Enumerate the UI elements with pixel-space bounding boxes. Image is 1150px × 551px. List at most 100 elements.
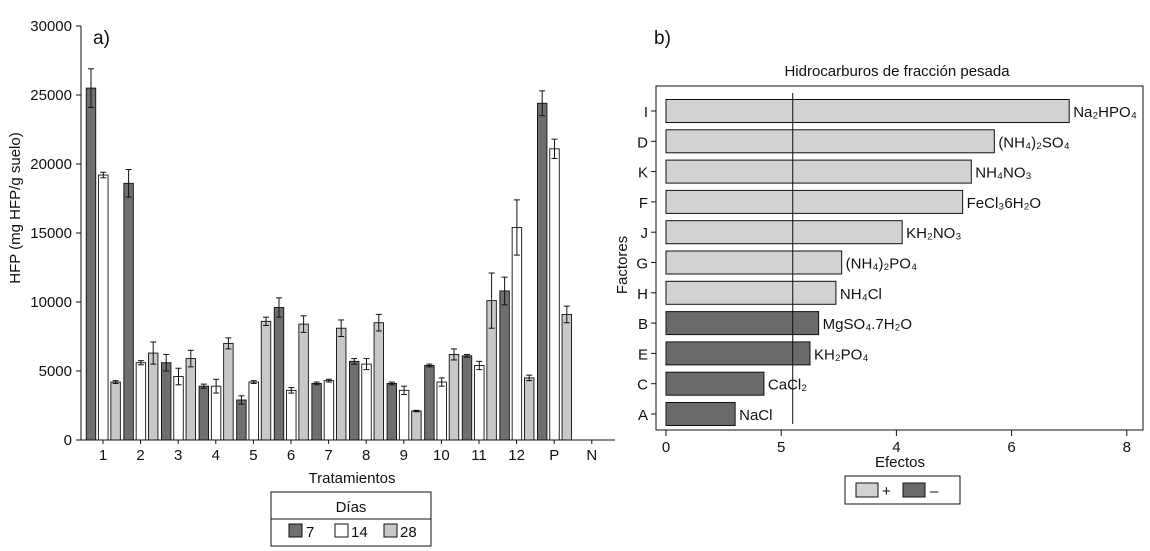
panel-a-x-tick-label: 8 xyxy=(362,447,370,464)
error-bar-treatment-1-day-14 xyxy=(100,171,107,179)
error-bar-treatment-1-day-28 xyxy=(112,380,119,384)
bar-treatment-4-day-7 xyxy=(198,385,210,441)
panel-b-x-tick-label: 8 xyxy=(1123,439,1131,456)
panel-a-y-tick-label: 5000 xyxy=(39,363,72,380)
effect-bar-B xyxy=(665,311,820,336)
legend-label-minus: – xyxy=(930,483,939,500)
bar-treatment-5-day-14 xyxy=(248,381,259,441)
bar-treatment-5-day-28 xyxy=(260,320,272,441)
panel-a-legend: Días 7 14 28 xyxy=(270,491,432,547)
bar-treatment-4-day-14 xyxy=(210,385,222,441)
error-bar-treatment-12-day-14 xyxy=(513,199,520,256)
effect-bar-J xyxy=(665,220,903,245)
panel-a-x-tick-label: 10 xyxy=(433,447,450,464)
error-bar-treatment-10-day-7 xyxy=(426,363,433,368)
error-bar-treatment-5-day-7 xyxy=(238,395,245,405)
bar-treatment-10-day-7 xyxy=(424,365,435,441)
panel-a: a) HFP (mg HFP/g suelo) Tratamientos 0 50… xyxy=(7,18,615,547)
error-bar-treatment-6-day-7 xyxy=(276,297,282,318)
panel-b-x-tick-label: 4 xyxy=(892,439,900,456)
bar-treatment-2-day-28 xyxy=(147,352,159,441)
effect-bar-H xyxy=(665,280,837,305)
legend-label-7: 7 xyxy=(306,524,314,541)
error-bar-treatment-6-day-28 xyxy=(300,315,307,333)
effect-bar-label-H: NH₄Cl xyxy=(840,286,882,303)
error-bar-treatment-3-day-14 xyxy=(175,367,182,386)
panel-b-x-axis-label: Efectos xyxy=(875,454,925,471)
effect-bar-label-G: (NH₄)₂PO₄ xyxy=(846,256,917,273)
factor-label-F: F xyxy=(639,195,648,212)
panel-a-x-tick-label: 12 xyxy=(508,447,525,464)
error-bar-treatment-4-day-7 xyxy=(200,383,207,389)
bar-treatment-8-day-14 xyxy=(361,363,372,441)
bar-treatment-12-day-14 xyxy=(511,227,523,441)
panel-a-x-tick-label: 4 xyxy=(212,447,220,464)
factor-label-B: B xyxy=(638,316,648,333)
error-bar-treatment-8-day-7 xyxy=(351,358,358,365)
bar-treatment-2-day-14 xyxy=(135,362,147,441)
panel-a-x-tick-label: P xyxy=(549,447,559,464)
panel-b-title: Hidrocarburos de fracción pesada xyxy=(784,63,1010,80)
error-bar-treatment-2-day-7 xyxy=(125,169,132,198)
error-bar-treatment-7-day-7 xyxy=(313,381,320,386)
error-bar-treatment-10-day-14 xyxy=(438,377,445,387)
bar-treatment-3-day-14 xyxy=(173,376,184,441)
bar-treatment-6-day-28 xyxy=(298,323,309,441)
panel-a-y-tick-label: 15000 xyxy=(30,225,72,242)
panel-a-x-tick-label: 1 xyxy=(99,447,107,464)
effect-bar-D xyxy=(665,129,995,154)
bar-treatment-1-day-28 xyxy=(110,381,121,441)
factor-label-E: E xyxy=(638,346,648,363)
panel-b: b) Hidrocarburos de fracción pesada Fact… xyxy=(614,28,1144,505)
effect-bar-label-K: NH₄NO₃ xyxy=(975,165,1031,182)
error-bar-treatment-1-day-7 xyxy=(88,68,94,108)
panel-b-x-tick-label: 6 xyxy=(1007,439,1015,456)
legend-swatch-28 xyxy=(383,523,398,538)
panel-a-x-axis-label: Tratamientos xyxy=(309,470,396,487)
error-bar-treatment-P-day-7 xyxy=(539,90,546,117)
panel-b-plot-frame xyxy=(655,85,1144,431)
panel-a-label: a) xyxy=(93,28,110,49)
panel-a-x-tick-label: 2 xyxy=(136,447,144,464)
bar-treatment-9-day-28 xyxy=(411,410,422,441)
effect-bar-label-E: KH₂PO₄ xyxy=(814,346,868,363)
bar-treatment-12-day-28 xyxy=(524,377,535,441)
panel-a-legend-title: Días xyxy=(336,499,367,516)
bar-treatment-P-day-14 xyxy=(549,148,560,441)
legend-swatch-minus xyxy=(902,482,926,498)
factor-label-I: I xyxy=(644,104,648,121)
effect-bar-label-J: KH₂NO₃ xyxy=(906,225,961,242)
bar-treatment-6-day-7 xyxy=(273,307,285,441)
bar-treatment-P-day-28 xyxy=(561,313,572,441)
panel-a-x-tick-label: 5 xyxy=(249,447,257,464)
bar-treatment-10-day-28 xyxy=(448,353,460,441)
effect-bar-I xyxy=(665,99,1070,123)
panel-a-x-tick-label: 11 xyxy=(471,447,487,464)
bar-treatment-11-day-7 xyxy=(461,355,473,441)
bar-treatment-2-day-7 xyxy=(123,182,134,441)
factor-label-K: K xyxy=(638,165,648,182)
legend-label-14: 14 xyxy=(351,524,368,541)
error-bar-treatment-6-day-14 xyxy=(288,387,295,394)
error-bar-treatment-P-day-28 xyxy=(563,305,570,324)
error-bar-treatment-8-day-28 xyxy=(375,313,382,332)
error-bar-treatment-3-day-7 xyxy=(163,353,170,372)
error-bar-treatment-2-day-28 xyxy=(150,341,157,365)
error-bar-treatment-P-day-14 xyxy=(551,138,558,159)
error-bar-treatment-11-day-14 xyxy=(476,360,483,371)
error-bar-treatment-4-day-14 xyxy=(213,378,220,394)
error-bar-treatment-7-day-14 xyxy=(325,378,332,383)
effect-bar-label-A: NaCl xyxy=(739,407,772,424)
bar-treatment-1-day-7 xyxy=(85,87,97,441)
effect-bar-label-B: MgSO₄.7H₂O xyxy=(823,316,912,333)
panel-a-x-tick-label: 9 xyxy=(400,447,408,464)
effect-bar-label-I: Na₂HPO₄ xyxy=(1073,104,1137,121)
bar-treatment-9-day-14 xyxy=(398,389,410,441)
panel-a-x-tick-label: 7 xyxy=(324,447,332,464)
factor-label-A: A xyxy=(638,407,648,424)
panel-a-y-tick-label: 25000 xyxy=(30,87,72,104)
error-bar-treatment-12-day-28 xyxy=(526,374,533,382)
legend-label-28: 28 xyxy=(400,524,417,541)
error-bar-treatment-2-day-14 xyxy=(137,360,144,366)
error-bar-treatment-9-day-14 xyxy=(401,385,408,395)
